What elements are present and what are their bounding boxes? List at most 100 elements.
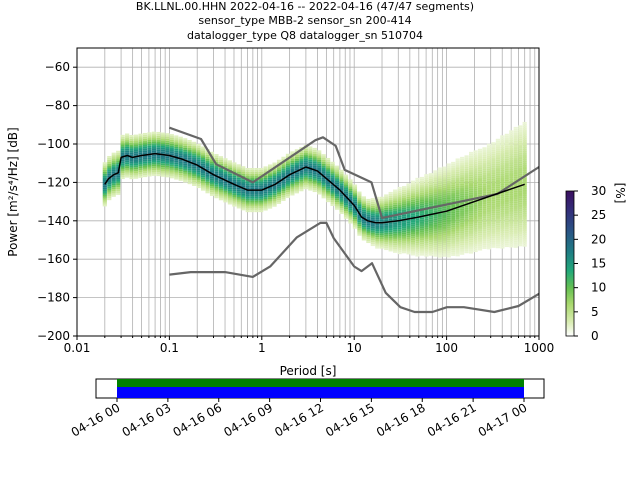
ppsd-cell [388, 209, 393, 212]
ppsd-cell [433, 247, 438, 250]
ppsd-cell [343, 209, 349, 212]
ppsd-cell [522, 221, 527, 224]
x-tick-label: 1000 [524, 341, 555, 355]
ppsd-cell [133, 151, 139, 154]
ppsd-cell [178, 152, 183, 154]
ppsd-cell [419, 205, 425, 208]
ppsd-cell [160, 142, 165, 145]
ppsd-cell [509, 180, 514, 183]
ppsd-cell [174, 150, 179, 153]
ppsd-cell [477, 200, 483, 203]
ppsd-cell [294, 176, 299, 179]
ppsd-cell [343, 214, 349, 217]
ppsd-cell [147, 151, 152, 154]
ppsd-cell [415, 212, 420, 215]
ppsd-cell [495, 165, 500, 168]
ppsd-cell [334, 196, 340, 199]
ppsd-cell [401, 230, 407, 233]
ppsd-cell [357, 197, 362, 200]
ppsd-cell [509, 226, 514, 229]
ppsd-cell [451, 200, 456, 203]
ppsd-cell [486, 234, 492, 236]
ppsd-cell [460, 233, 465, 236]
ppsd-cell [495, 194, 500, 197]
ppsd-cell [236, 191, 241, 194]
ppsd-cell [428, 200, 433, 202]
ppsd-cell [312, 159, 317, 162]
ppsd-cell [299, 156, 304, 159]
ppsd-cell [522, 177, 527, 180]
ppsd-cell [518, 161, 523, 164]
ppsd-cell [192, 161, 197, 163]
ppsd-cell [303, 164, 308, 167]
ppsd-cell [428, 201, 433, 204]
ppsd-cell [455, 166, 460, 169]
ppsd-cell [504, 218, 509, 221]
ppsd-cell [495, 204, 500, 206]
ppsd-cell [214, 155, 219, 158]
ppsd-cell [125, 148, 130, 151]
ppsd-cell [281, 174, 286, 176]
ppsd-cell [495, 148, 500, 151]
ppsd-cell [290, 182, 295, 184]
ppsd-cell [473, 165, 478, 168]
ppsd-cell [406, 200, 411, 203]
ppsd-cell [263, 166, 268, 169]
ppsd-cell [111, 156, 116, 159]
ppsd-cell [500, 139, 505, 142]
ppsd-cell [111, 194, 116, 197]
ppsd-cell [290, 153, 295, 156]
ppsd-cell [223, 200, 228, 203]
ppsd-cell [513, 182, 518, 185]
ppsd-cell [174, 148, 179, 151]
ppsd-cell [290, 180, 295, 183]
ppsd-cell [460, 174, 465, 177]
ppsd-cell [308, 148, 313, 151]
ppsd-cell [428, 232, 433, 235]
ppsd-cell [384, 207, 389, 210]
ppsd-cell [370, 209, 375, 212]
ppsd-cell [460, 166, 465, 169]
ppsd-cell [160, 161, 165, 164]
x-tick-label: 0.01 [64, 341, 91, 355]
ppsd-cell [326, 159, 331, 162]
ppsd-cell [504, 237, 509, 240]
ppsd-cell [473, 167, 478, 170]
ppsd-cell [522, 144, 527, 147]
ppsd-cell [500, 214, 505, 216]
title-line-2: sensor_type MBB-2 sensor_sn 200-414 [198, 14, 411, 27]
ppsd-cell [294, 149, 299, 152]
ppsd-cell [147, 157, 152, 160]
ppsd-cell [504, 241, 509, 244]
ppsd-cell [133, 169, 139, 172]
ppsd-cell [169, 145, 174, 148]
ppsd-cell [473, 156, 478, 159]
ppsd-cell [192, 157, 197, 160]
ppsd-cell [482, 179, 487, 182]
ppsd-cell [370, 232, 375, 235]
ppsd-cell [482, 162, 487, 165]
ppsd-cell [183, 155, 188, 158]
ppsd-cell [272, 176, 277, 178]
ppsd-cell [267, 166, 273, 169]
ppsd-cell [410, 251, 416, 254]
ppsd-cell [339, 206, 344, 209]
ppsd-cell [401, 209, 407, 212]
ppsd-cell [468, 171, 474, 173]
ppsd-cell [486, 230, 492, 233]
ppsd-cell [473, 192, 478, 195]
ppsd-cell [259, 202, 264, 205]
ppsd-cell [281, 158, 286, 161]
ppsd-cell [509, 176, 514, 179]
ppsd-cell [401, 199, 407, 202]
ppsd-cell [200, 165, 206, 168]
ppsd-cell [424, 177, 429, 180]
ppsd-cell [312, 190, 317, 193]
ppsd-cell [401, 234, 407, 237]
ppsd-cell [312, 176, 317, 179]
ppsd-cell [259, 171, 264, 174]
ppsd-cell [241, 204, 246, 207]
ppsd-cell [209, 176, 215, 179]
ppsd-cell [464, 212, 469, 215]
ppsd-cell [513, 155, 518, 158]
